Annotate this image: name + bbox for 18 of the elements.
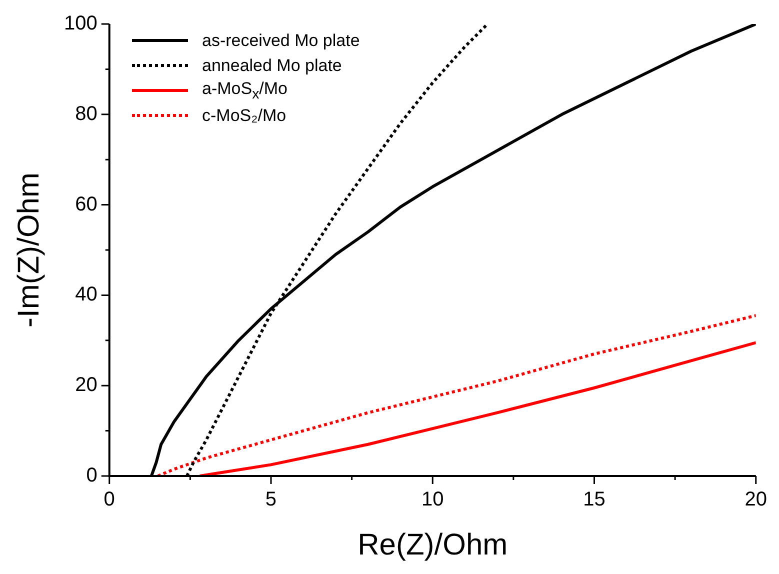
legend-label: as-received Mo plate xyxy=(202,30,360,50)
x-tick-label: 0 xyxy=(104,488,115,511)
y-tick-label: 80 xyxy=(75,102,98,125)
x-tick-label: 10 xyxy=(422,488,444,511)
x-tick-label: 5 xyxy=(265,488,277,511)
legend-label: c-MoS₂/Mo xyxy=(202,106,286,126)
y-tick-label: 60 xyxy=(75,193,98,216)
x-tick-label: 15 xyxy=(583,488,606,511)
y-tick-label: 20 xyxy=(75,374,98,396)
y-tick-label: 100 xyxy=(64,12,98,35)
y-tick-label: 40 xyxy=(75,284,98,306)
x-axis-title: Re(Z)/Ohm xyxy=(358,528,508,562)
line-series xyxy=(156,314,756,476)
legend-label: a-MoS$_{x}$/Mo xyxy=(202,78,288,102)
y-axis-title: -Im(Z)/Ohm xyxy=(12,172,46,328)
legend-label: annealed Mo plate xyxy=(202,56,342,76)
x-tick-label: 20 xyxy=(744,488,767,511)
y-tick-label: 0 xyxy=(86,464,98,487)
